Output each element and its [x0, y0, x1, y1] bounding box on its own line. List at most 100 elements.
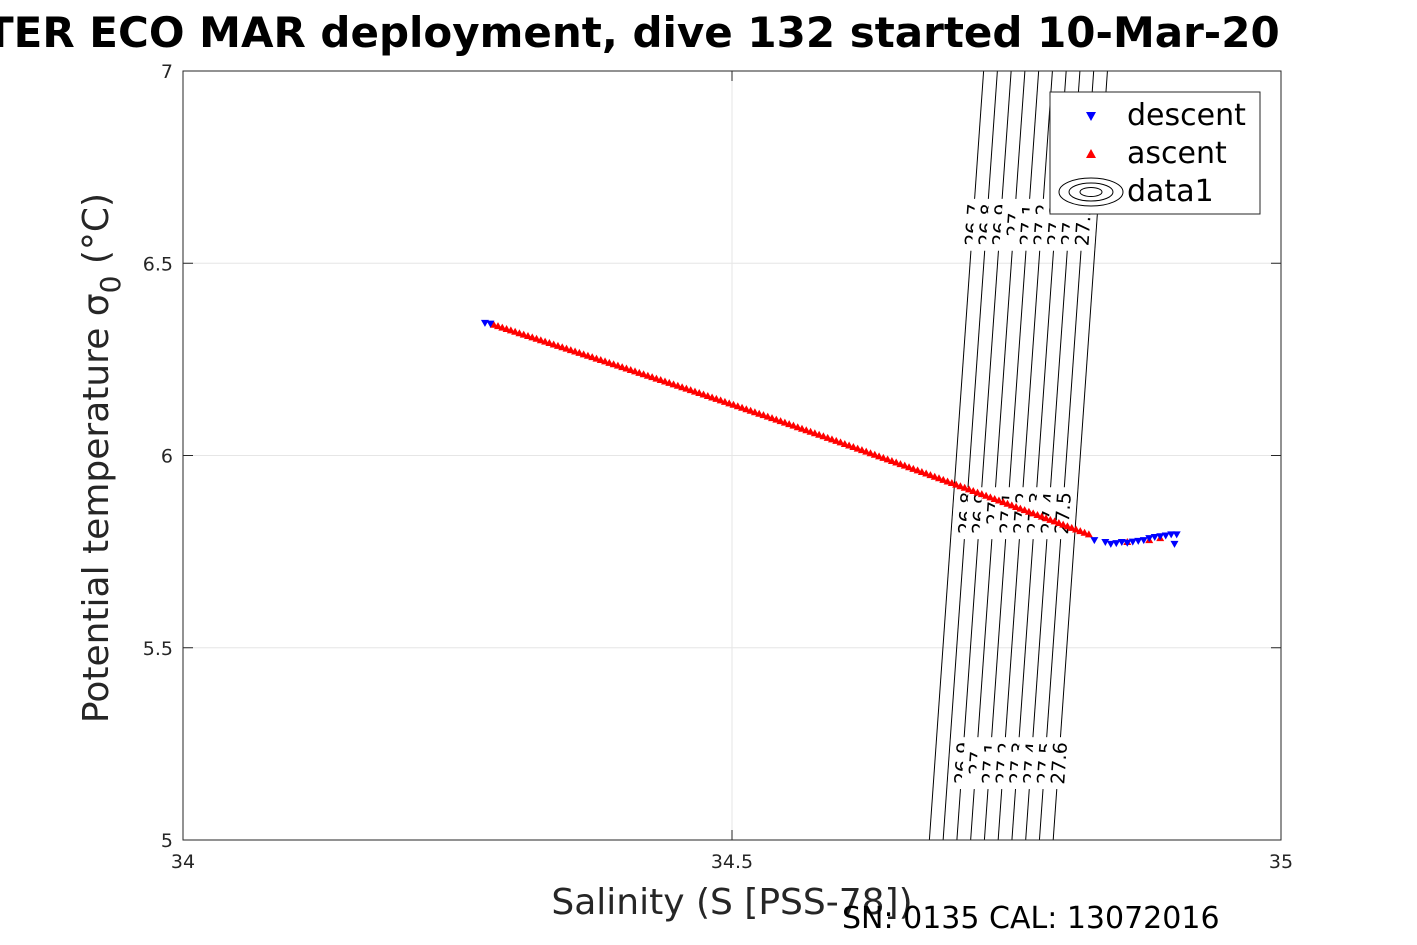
legend-data1-label: data1 — [1127, 174, 1214, 209]
ascent-point — [733, 402, 742, 410]
ascent-point — [789, 421, 798, 429]
ascent-point — [982, 491, 991, 499]
x-tick-label: 34.5 — [711, 851, 753, 873]
ascent-point — [1020, 506, 1029, 514]
ascent-point — [990, 494, 999, 502]
ascent-point — [656, 376, 665, 384]
y-tick-label: 5.5 — [143, 638, 173, 660]
ascent-point — [1059, 520, 1068, 528]
ascent-point — [840, 439, 849, 447]
ascent-point — [896, 460, 905, 468]
ascent-point — [1016, 504, 1025, 512]
ascent-point — [827, 435, 836, 443]
ascent-point — [729, 400, 738, 408]
ascent-point — [738, 403, 747, 411]
ascent-point — [1042, 514, 1051, 522]
ascent-point — [635, 368, 644, 376]
ascent-point — [943, 477, 952, 485]
ascent-point — [862, 447, 871, 455]
ascent-point — [682, 384, 691, 392]
ascent-point — [785, 420, 794, 428]
isopycnal-line — [928, 71, 985, 840]
ascent-point — [1012, 502, 1021, 510]
ascent-point — [605, 358, 614, 366]
ascent-point — [1046, 515, 1055, 523]
ascent-point — [665, 378, 674, 386]
x-tick-label: 34 — [171, 851, 195, 873]
ascent-point — [797, 424, 806, 432]
ascent-point — [511, 327, 520, 335]
ascent-point — [964, 485, 973, 493]
ascent-point — [1080, 528, 1089, 536]
descent-point — [486, 320, 495, 328]
grid-lines — [183, 71, 1281, 840]
descent-point — [1134, 537, 1143, 545]
descent-point — [1150, 534, 1159, 542]
ascent-point — [562, 344, 571, 352]
isopycnal-labels: 26.726.826.92727.127.227.327.427.526.826… — [947, 197, 1098, 790]
ascent-point — [601, 357, 610, 365]
descent-point — [1172, 531, 1181, 539]
ascent-point — [678, 383, 687, 391]
ascent-point — [575, 348, 584, 356]
ascent-point — [1033, 510, 1042, 518]
ascent-point — [922, 469, 931, 477]
ascent-point — [618, 363, 627, 371]
ascent-point — [489, 320, 498, 328]
ascent-point — [879, 453, 888, 461]
chart-title: TER ECO MAR deployment, dive 132 started… — [0, 8, 1280, 57]
ascent-point — [947, 479, 956, 487]
ascent-point — [866, 449, 875, 457]
ascent-point — [643, 371, 652, 379]
descent-point — [1112, 540, 1121, 548]
ascent-point — [1063, 522, 1072, 530]
x-axis-label: Salinity (S [PSS-78]) — [551, 882, 912, 923]
ascent-point — [887, 456, 896, 464]
ascent-point — [952, 480, 961, 488]
ascent-point — [716, 396, 725, 404]
descent-point — [1101, 539, 1110, 547]
descent-point — [1090, 537, 1099, 545]
descent-point — [1128, 538, 1137, 546]
descent-point — [1106, 540, 1115, 548]
ascent-point — [502, 324, 511, 332]
ascent-point — [909, 464, 918, 472]
ascent-point — [986, 493, 995, 501]
ascent-point — [1067, 523, 1076, 531]
ascent-point — [768, 414, 777, 422]
ascent-point — [532, 334, 541, 342]
ascent-point — [755, 409, 764, 417]
ascent-point — [515, 329, 524, 337]
descent-point — [1161, 532, 1170, 540]
ascent-point — [759, 411, 768, 419]
ascent-point — [669, 380, 678, 388]
ascent-point — [579, 350, 588, 358]
ascent-point — [660, 377, 669, 385]
ascent-point — [956, 482, 965, 490]
ascent-point — [1076, 527, 1085, 535]
ascent-point — [1072, 525, 1081, 533]
ascent-point — [857, 446, 866, 454]
ascent-point — [1024, 507, 1033, 515]
ascent-point — [648, 373, 657, 381]
ascent-point — [673, 381, 682, 389]
ascent-point — [926, 471, 935, 479]
ascent-point — [1007, 501, 1016, 509]
ascent-point — [1003, 499, 1012, 507]
ascent-point — [494, 322, 503, 330]
ascent-point — [892, 458, 901, 466]
ascent-point — [703, 391, 712, 399]
ascent-point — [712, 394, 721, 402]
ascent-point — [699, 390, 708, 398]
ascent-point — [519, 330, 528, 338]
ascent-point — [793, 423, 802, 431]
ascent-point — [1050, 517, 1059, 525]
ascent-point — [853, 444, 862, 452]
ascent-point — [549, 340, 558, 348]
ascent-point — [596, 355, 605, 363]
y-tick-label: 6.5 — [143, 253, 173, 275]
ascent-point — [545, 339, 554, 347]
ascent-point — [742, 405, 751, 413]
ascent-point — [994, 496, 1003, 504]
